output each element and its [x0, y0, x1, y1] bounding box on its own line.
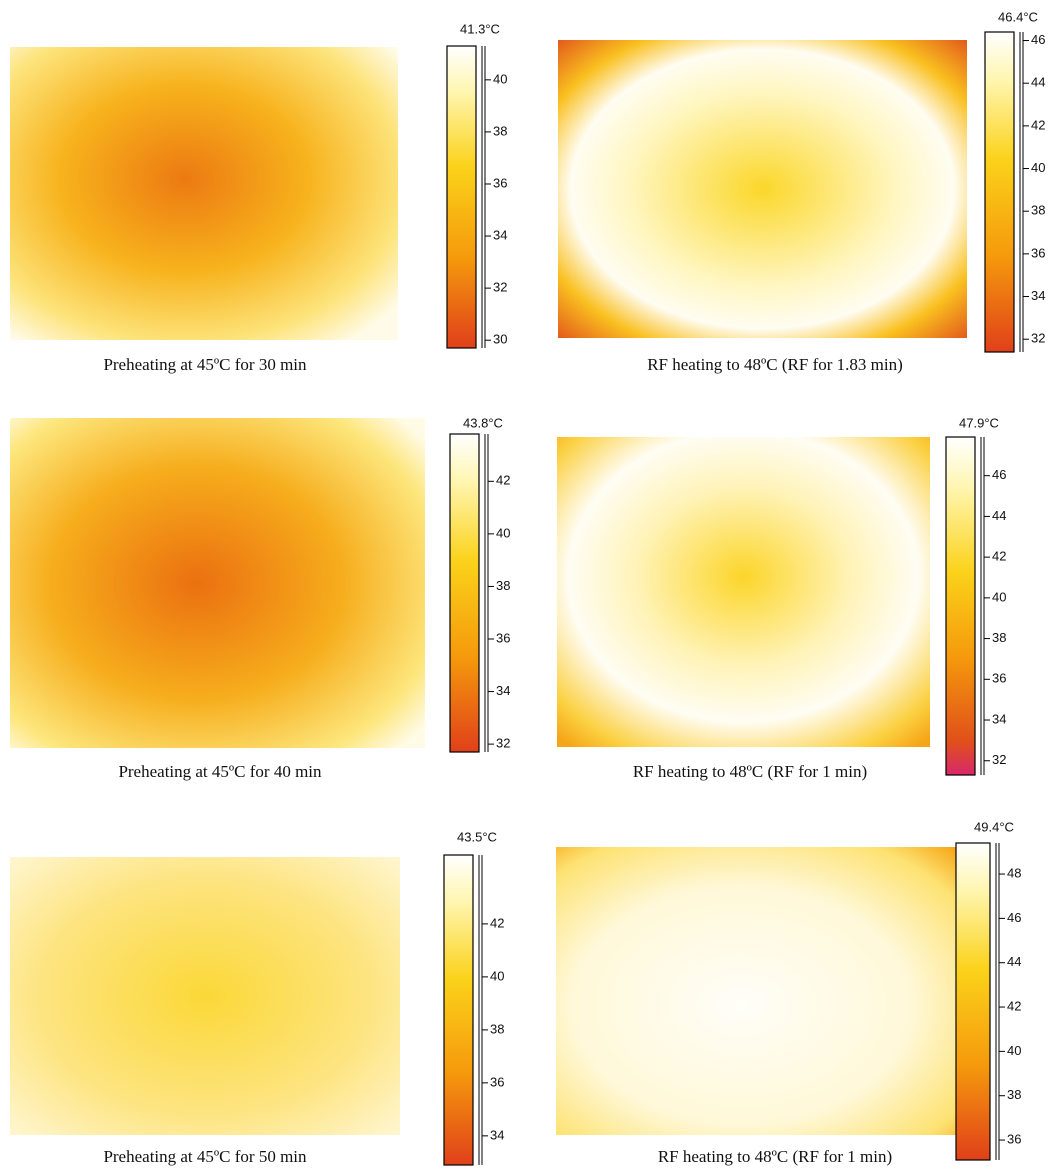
colorbar-tick-label: 48	[1007, 865, 1021, 880]
colorbar	[945, 436, 976, 776]
colorbar-max-label: 47.9°C	[959, 415, 999, 430]
colorbar-tick-label: 40	[490, 968, 504, 983]
caption: Preheating at 45ºC for 40 min	[118, 762, 322, 781]
colorbar-tick-label: 46	[1031, 32, 1045, 47]
colorbar-tick-label: 36	[496, 630, 510, 645]
colorbar-tick-label: 38	[490, 1021, 504, 1036]
colorbar-tick-label: 34	[493, 227, 507, 242]
thermal-image	[557, 437, 930, 747]
colorbar-max-label: 46.4°C	[998, 9, 1038, 24]
colorbar-tick-label: 38	[992, 630, 1006, 645]
colorbar-tick-label: 34	[490, 1127, 504, 1142]
colorbar-tick-label: 40	[992, 589, 1006, 604]
colorbar-tick-label: 42	[490, 915, 504, 930]
colorbar-tick-label: 30	[493, 332, 507, 347]
colorbar-tick-label: 44	[1007, 954, 1021, 969]
colorbar-tick-label: 42	[1007, 998, 1021, 1013]
colorbar-tick-label: 32	[1031, 331, 1045, 346]
colorbar-tick-label: 38	[493, 123, 507, 138]
colorbar	[446, 45, 477, 349]
thermal-image	[10, 857, 400, 1135]
caption: Preheating at 45ºC for 30 min	[103, 355, 307, 374]
colorbar-tick-label: 36	[1031, 245, 1045, 260]
colorbar-tick-label: 38	[1031, 203, 1045, 218]
colorbar-tick-label: 40	[1031, 160, 1045, 175]
colorbar-tick-label: 42	[992, 549, 1006, 564]
colorbar-tick-label: 42	[1031, 117, 1045, 132]
colorbar	[955, 842, 991, 1161]
colorbar-tick-label: 32	[493, 280, 507, 295]
caption: RF heating to 48ºC (RF for 1 min)	[633, 762, 867, 781]
colorbar	[984, 31, 1015, 353]
colorbar-tick-label: 32	[496, 736, 510, 751]
thermal-image	[558, 40, 967, 338]
caption: Preheating at 45ºC for 50 min	[103, 1147, 307, 1166]
colorbar-tick-label: 36	[493, 175, 507, 190]
colorbar-tick-label: 36	[490, 1074, 504, 1089]
colorbar-tick-label: 42	[496, 473, 510, 488]
colorbar-tick-label: 34	[1031, 288, 1045, 303]
caption: RF heating to 48ºC (RF for 1 min)	[658, 1147, 892, 1166]
thermal-image	[10, 418, 425, 748]
colorbar-tick-label: 40	[496, 525, 510, 540]
colorbar-tick-label: 38	[496, 578, 510, 593]
thermal-image	[10, 47, 398, 340]
colorbar-tick-label: 36	[992, 671, 1006, 686]
colorbar-tick-label: 38	[1007, 1087, 1021, 1102]
thermal-image	[556, 847, 968, 1135]
colorbar-tick-label: 46	[1007, 910, 1021, 925]
colorbar-tick-label: 40	[1007, 1043, 1021, 1058]
colorbar	[443, 854, 474, 1166]
colorbar-max-label: 41.3°C	[460, 21, 500, 36]
colorbar-max-label: 43.5°C	[457, 829, 497, 844]
colorbar-tick-label: 40	[493, 71, 507, 86]
colorbar-tick-label: 44	[992, 508, 1006, 523]
colorbar-max-label: 49.4°C	[974, 819, 1014, 834]
caption: RF heating to 48ºC (RF for 1.83 min)	[647, 355, 903, 374]
colorbar-tick-label: 36	[1007, 1131, 1021, 1146]
colorbar-tick-label: 32	[992, 752, 1006, 767]
colorbar-tick-label: 46	[992, 467, 1006, 482]
colorbar	[449, 433, 480, 753]
colorbar-max-label: 43.8°C	[463, 415, 503, 430]
colorbar-tick-label: 34	[992, 711, 1006, 726]
colorbar-tick-label: 44	[1031, 75, 1045, 90]
colorbar-tick-label: 34	[496, 683, 510, 698]
